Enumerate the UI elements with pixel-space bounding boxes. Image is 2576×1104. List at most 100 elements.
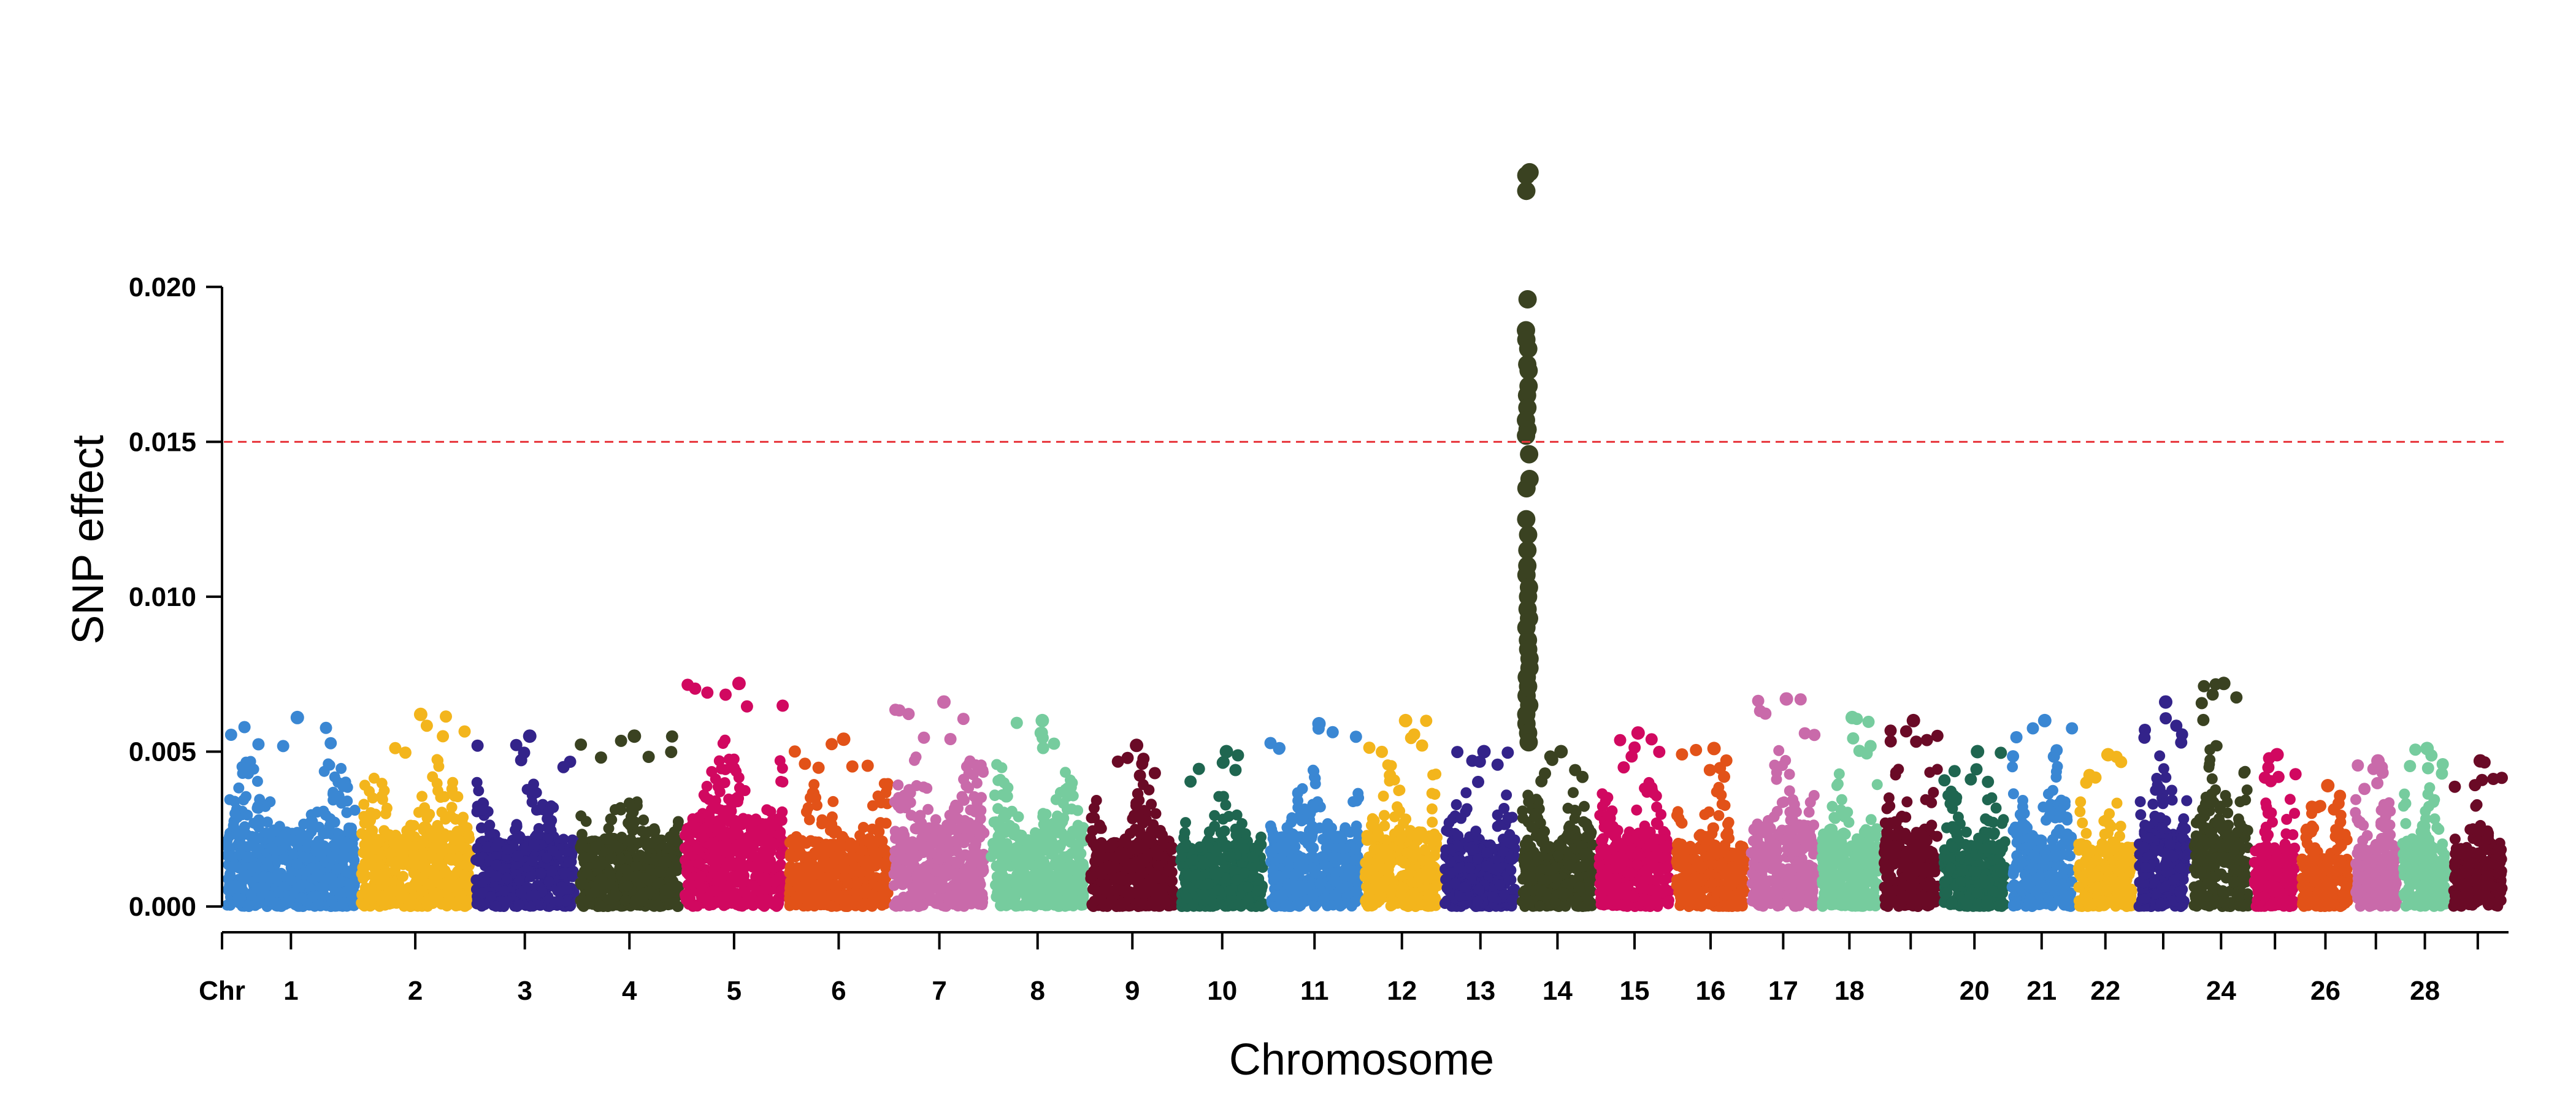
snp-point [1230, 829, 1242, 841]
snp-point [297, 851, 309, 863]
snp-point [1135, 828, 1146, 840]
snp-point [730, 816, 741, 828]
snp-point [221, 899, 233, 911]
snp-point [428, 864, 440, 875]
snp-point [1136, 814, 1148, 826]
snp-point [405, 894, 417, 905]
snp-point [1232, 874, 1243, 886]
snp-point [594, 751, 607, 764]
snp-point [753, 885, 764, 897]
snp-point [719, 870, 730, 881]
snp-point [394, 884, 405, 895]
snp-point [408, 854, 420, 865]
snp-point [377, 868, 389, 880]
snp-point [804, 857, 816, 869]
snp-point [251, 882, 263, 894]
snp-point [380, 808, 391, 819]
snp-point [975, 805, 987, 816]
snp-point [1286, 812, 1298, 824]
snp-point [477, 804, 488, 816]
snp-point [318, 765, 330, 777]
snp-point [992, 830, 1004, 842]
snp-point [730, 765, 742, 777]
chromosome-4-points [575, 729, 684, 912]
snp-point [383, 886, 394, 898]
snp-point [334, 876, 345, 888]
snp-point [619, 864, 631, 875]
snp-point [1052, 871, 1063, 883]
snp-point [1048, 737, 1060, 750]
snp-point [426, 895, 437, 907]
snp-point-max [837, 732, 851, 746]
snp-point [970, 840, 981, 852]
snp-point-max [290, 710, 304, 724]
snp-point [282, 854, 293, 866]
snp-point [1000, 810, 1012, 821]
snp-point [563, 856, 575, 868]
chromosome-1-points [221, 710, 361, 912]
snp-point [402, 830, 414, 841]
snp-point [816, 814, 828, 826]
snp-point [964, 859, 976, 870]
chromosome-3-points [470, 729, 580, 912]
snp-point [742, 837, 754, 848]
snp-point [622, 880, 634, 892]
snp-point [1308, 765, 1320, 777]
snp-point [449, 791, 461, 802]
snp-point [246, 832, 258, 843]
snp-point [502, 844, 513, 855]
chromosome-6-points [784, 732, 894, 912]
snp-point [380, 899, 391, 911]
snp-point [606, 814, 618, 826]
snp-point [706, 766, 718, 777]
snp-point [1166, 844, 1178, 856]
snp-point [665, 730, 678, 743]
snp-point [1057, 816, 1068, 827]
snp-point [693, 811, 705, 823]
snp-point-max [413, 707, 427, 721]
snp-point [1213, 884, 1224, 896]
snp-point [234, 897, 245, 909]
snp-point [477, 887, 488, 899]
snp-point [662, 842, 673, 854]
snp-point [809, 886, 821, 898]
snp-point [1094, 846, 1106, 857]
snp-point [437, 730, 450, 743]
snp-point [829, 879, 840, 891]
snp-point [341, 807, 353, 818]
snp-point [1248, 870, 1260, 882]
snp-point [978, 865, 989, 876]
snp-point [253, 843, 265, 855]
snp-point [252, 738, 265, 751]
snp-point [774, 829, 786, 840]
chromosome-9-points [1085, 738, 1180, 912]
snp-point [1203, 878, 1214, 890]
snp-point [564, 756, 577, 768]
snp-point [1243, 895, 1254, 906]
snp-point [328, 786, 339, 798]
snp-point [453, 835, 464, 846]
snp-point [1209, 810, 1221, 821]
snp-point [1025, 850, 1037, 862]
snp-point [749, 860, 761, 872]
snp-point [389, 742, 402, 754]
snp-point [335, 762, 347, 774]
snp-point [962, 897, 973, 908]
snp-point [1013, 811, 1024, 822]
snp-point [475, 822, 487, 834]
snp-point [254, 794, 266, 805]
snp-point [713, 755, 725, 767]
snp-point [1163, 863, 1175, 875]
snp-point [1052, 881, 1064, 892]
snp-point [439, 791, 450, 802]
snp-point [427, 832, 439, 843]
snp-point [776, 762, 788, 774]
snp-point [717, 738, 729, 749]
snp-point [905, 810, 917, 821]
snp-point [1194, 841, 1206, 853]
snp-point [642, 751, 655, 763]
snp-point [957, 713, 970, 726]
snp-point [1048, 818, 1059, 829]
snp-point [280, 838, 292, 849]
snp-point [996, 841, 1008, 853]
